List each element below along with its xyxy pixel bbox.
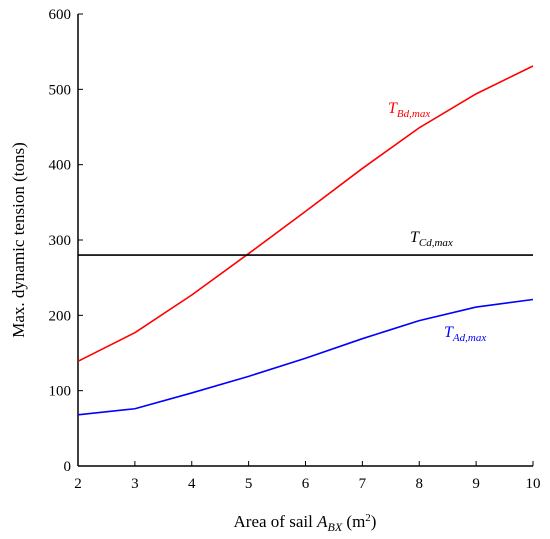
x-tick-label: 9 bbox=[472, 476, 480, 492]
x-axis-title: Area of sail ABX (m2) bbox=[234, 512, 377, 534]
x-tick-label: 4 bbox=[188, 476, 196, 492]
y-tick-label: 500 bbox=[49, 82, 72, 98]
x-tick-label: 6 bbox=[302, 476, 310, 492]
x-tick-label: 7 bbox=[359, 476, 367, 492]
series-line-ad bbox=[77, 298, 534, 416]
series-lines bbox=[77, 65, 534, 416]
x-tick-label: 5 bbox=[245, 476, 253, 492]
x-tick-label: 3 bbox=[131, 476, 139, 492]
x-tick-label: 2 bbox=[74, 476, 82, 492]
x-axis-title-text: Area of sail bbox=[234, 512, 318, 531]
x-axis-title-unit-pre: (m bbox=[342, 512, 365, 531]
series-line-bd bbox=[77, 65, 534, 363]
x-tick-label: 8 bbox=[416, 476, 424, 492]
y-tick-label: 100 bbox=[49, 384, 72, 400]
y-tick-label: 200 bbox=[49, 308, 72, 324]
x-axis-title-unit-sup: 2 bbox=[365, 512, 371, 524]
series-label-cd: TCd,max bbox=[410, 229, 453, 249]
x-axis-title-sub: BX bbox=[327, 520, 342, 534]
series-label-bd: TBd,max bbox=[388, 100, 430, 120]
series-label-cd-main: T bbox=[410, 229, 420, 246]
series-label-bd-main: T bbox=[388, 100, 398, 117]
x-tick-label: 10 bbox=[526, 476, 541, 492]
y-tick-label: 600 bbox=[49, 7, 72, 23]
x-axis-title-var: A bbox=[316, 512, 328, 531]
axes bbox=[77, 14, 533, 467]
y-tick-label: 0 bbox=[64, 459, 72, 475]
series-label-ad: TAd,max bbox=[444, 324, 486, 344]
y-axis-title: Max. dynamic tension (tons) bbox=[9, 142, 28, 337]
series-label-ad-main: T bbox=[444, 324, 454, 341]
series-label-bd-sub: Bd,max bbox=[397, 108, 430, 120]
y-tick-label: 300 bbox=[49, 233, 72, 249]
series-label-ad-sub: Ad,max bbox=[452, 332, 486, 344]
series-label-cd-sub: Cd,max bbox=[419, 237, 453, 249]
y-tick-label: 400 bbox=[49, 158, 72, 174]
x-axis-title-unit-post: ) bbox=[371, 512, 377, 531]
